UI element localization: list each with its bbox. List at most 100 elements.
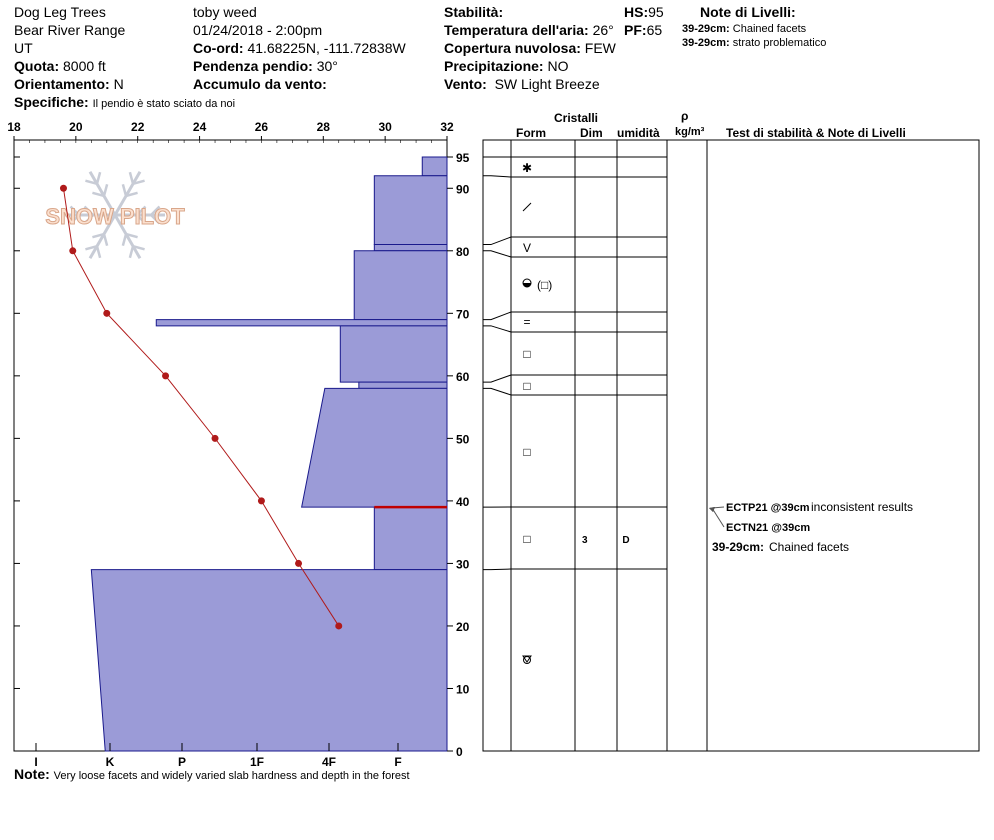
- tests-header: Test di stabilità & Note di Livelli: [726, 126, 906, 140]
- temp-point: [162, 372, 170, 380]
- note-livelli-2: 39-29cm: strato problematico: [682, 36, 826, 50]
- datetime: 01/24/2018 - 2:00pm: [193, 22, 323, 38]
- form-header: Form: [516, 126, 546, 140]
- snowflake-branch: [85, 244, 98, 251]
- snowflake-arm: [88, 214, 117, 260]
- note-livelli-2-value: strato problematico: [732, 37, 827, 49]
- pf-value: 65: [646, 22, 663, 38]
- crystal-depth-hoar-ring: [523, 656, 531, 664]
- crystal-form-star: ✱: [522, 161, 532, 175]
- hardness-layer-3: [353, 250, 448, 321]
- temperature-axis: 18 20 22 24 26 28 30 32: [7, 120, 454, 143]
- snowflake-branch: [92, 232, 105, 239]
- snowflake-branch: [102, 184, 109, 197]
- quota-row: Quota: 8000 ft: [14, 58, 106, 75]
- vento-row: Vento: SW Light Breeze: [444, 76, 600, 93]
- temp-value: 26°: [592, 22, 614, 38]
- hardness-tick-label: I: [34, 755, 37, 769]
- temperature-profile: [59, 184, 343, 630]
- snowflake-branch: [132, 244, 145, 251]
- note-livelli-2-label: 39-29cm:: [682, 37, 730, 49]
- hardness-layer-8: [373, 506, 448, 571]
- crystal-form-v: V: [523, 241, 531, 255]
- snowflake-branch: [102, 233, 109, 246]
- layer-connector: [483, 568, 512, 571]
- snowflake-arm: [113, 170, 142, 216]
- stabilita-label: Stabilità:: [444, 4, 503, 21]
- temp-line: [62, 188, 340, 627]
- coord-value: 41.68225N, -111.72838W: [247, 40, 406, 56]
- test-arrow-head: [709, 507, 715, 512]
- snowpilot-watermark: SNOW PILOT: [45, 170, 186, 260]
- snowflake-branch: [121, 184, 128, 197]
- location-name: Dog Leg Trees: [14, 4, 106, 20]
- snowflake-branch: [69, 214, 80, 225]
- vento-label: Vento:: [444, 76, 487, 92]
- note-livelli-1-value: Chained facets: [732, 23, 807, 35]
- hardness-axis: I K P 1F 4F F: [34, 743, 402, 769]
- hs-label: HS:: [624, 4, 649, 20]
- hardness-tick-label: P: [178, 755, 186, 769]
- specifiche-label: Specifiche:: [14, 94, 89, 110]
- hardness-tick-label: 1F: [250, 755, 264, 769]
- crystal-form-equals: =: [523, 315, 530, 329]
- height-tick-label: 30: [456, 557, 470, 571]
- copertura-row: Copertura nuvolosa: FEW: [444, 40, 616, 57]
- observer-name: toby weed: [193, 4, 257, 20]
- crystal-round-outline: [522, 278, 532, 288]
- height-tick-label: 0: [456, 745, 463, 759]
- layer-connector: [483, 325, 512, 333]
- temp-tick-label: 20: [69, 120, 83, 134]
- hardness-layer-2: [373, 244, 448, 252]
- temp-tick-label: 24: [193, 120, 207, 134]
- crystal-form-square: □: [523, 347, 530, 361]
- accumulo-label: Accumulo da vento:: [193, 76, 327, 92]
- height-tick-label: 95: [456, 151, 470, 165]
- snowflake-branch: [132, 179, 145, 186]
- note-livelli-title-text: Note di Livelli:: [700, 4, 796, 20]
- hs-row: HS:95: [624, 4, 664, 21]
- temp-point: [103, 309, 111, 317]
- hs-value: 95: [648, 4, 664, 20]
- crystal-dim: 3: [582, 535, 588, 546]
- snowflake-branch: [125, 191, 138, 198]
- snowflake-branch: [150, 205, 161, 216]
- hardness-layer-5: [339, 325, 448, 383]
- height-tick-label: 10: [456, 682, 470, 696]
- temp-tick-label: 22: [131, 120, 145, 134]
- temp-point: [211, 434, 219, 442]
- snowflake-branch: [85, 179, 98, 186]
- layer-note-label: 39-29cm:: [712, 540, 764, 554]
- crystal-form-secondary: (□): [537, 278, 552, 292]
- hardness-layer-4: [155, 319, 448, 327]
- coord-label: Co-ord:: [193, 40, 244, 56]
- rho-header: ρ: [681, 109, 689, 123]
- temp-tick-label: 32: [440, 120, 454, 134]
- state-name: UT: [14, 40, 33, 56]
- pendenza-value: 30°: [316, 58, 338, 74]
- temp-point: [257, 497, 265, 505]
- temp-point: [69, 247, 77, 255]
- height-tick-label: 20: [456, 620, 470, 634]
- density-unit-header: kg/m³: [675, 126, 705, 138]
- orient-row: Orientamento: N: [14, 76, 124, 93]
- height-tick-label: 80: [456, 245, 470, 259]
- snowflake-branch: [69, 205, 80, 216]
- range-name: Bear River Range: [14, 22, 126, 38]
- temp-tick-label: 30: [378, 120, 392, 134]
- hardness-layer-1: [373, 175, 448, 246]
- height-tick-label: 50: [456, 432, 470, 446]
- temp-tick-label: 26: [255, 120, 269, 134]
- copertura-label: Copertura nuvolosa:: [444, 40, 581, 56]
- vento-value: SW Light Breeze: [494, 76, 600, 92]
- hardness-tick-label: F: [394, 755, 401, 769]
- precip-row: Precipitazione: NO: [444, 58, 568, 75]
- precip-value: NO: [547, 58, 569, 74]
- hardness-layers: [90, 156, 448, 752]
- quota-value: 8000 ft: [63, 58, 106, 74]
- hardness-tick-label: 4F: [322, 755, 336, 769]
- snowflake-branch: [121, 233, 128, 246]
- temp-row: Temperatura dell'aria: 26°: [444, 22, 614, 39]
- orient-label: Orientamento:: [14, 76, 110, 92]
- snowflake-branch: [136, 214, 147, 225]
